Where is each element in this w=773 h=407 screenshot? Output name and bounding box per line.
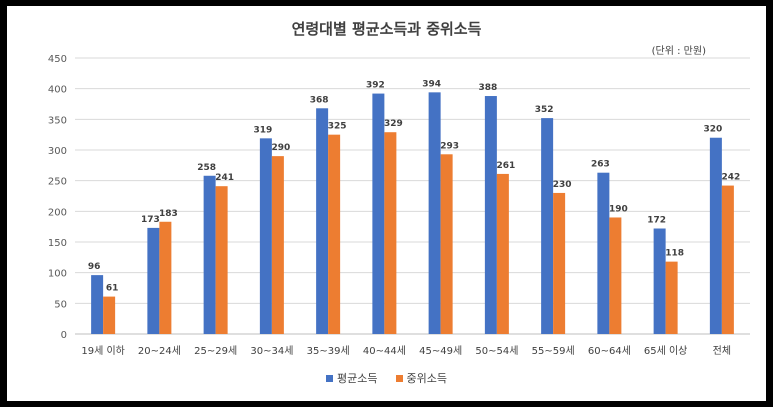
x-tick-label: 55~59세 (532, 345, 575, 357)
x-tick-label: 30~34세 (250, 345, 293, 357)
bar-median (384, 132, 397, 334)
bar-median (103, 296, 116, 334)
data-label: 394 (422, 79, 441, 89)
x-tick-label: 25~29세 (194, 345, 237, 357)
bar-mean (484, 96, 497, 334)
bar-mean (203, 175, 216, 334)
chart-legend: 평균소득 중위소득 (7, 370, 766, 386)
x-tick-label: 35~39세 (307, 345, 350, 357)
legend-swatch-mean (326, 374, 334, 382)
legend-item-median: 중위소득 (395, 370, 447, 386)
y-tick-label: 50 (54, 299, 67, 310)
x-tick-label: 40~44세 (363, 345, 406, 357)
x-tick-label: 50~54세 (475, 345, 518, 357)
y-tick-label: 200 (48, 207, 67, 218)
bar-median (553, 192, 566, 334)
bar-median (496, 173, 509, 334)
data-label: 352 (535, 105, 554, 115)
bar-median (159, 221, 172, 334)
chart-frame: 연령대별 평균소득과 중위소득 (단위 : 만원) 0 50 100 150 200 25… (7, 6, 766, 401)
x-tick-label: 65세 이상 (644, 345, 688, 357)
data-label: 190 (609, 204, 628, 214)
data-label: 172 (647, 216, 666, 226)
bar-median (271, 156, 284, 334)
chart-title: 연령대별 평균소득과 중위소득 (291, 20, 482, 38)
y-tick-label: 450 (48, 54, 67, 65)
legend-label-median: 중위소득 (406, 372, 447, 385)
data-label: 388 (478, 83, 497, 93)
data-label: 290 (271, 143, 290, 153)
bar-median (609, 217, 622, 334)
bar-mean (428, 92, 441, 334)
bar-median (215, 186, 228, 334)
y-tick-label: 350 (48, 115, 67, 126)
data-label: 230 (553, 180, 572, 190)
bar-median (665, 261, 678, 334)
bar-mean (372, 93, 385, 334)
bar-mean (147, 227, 160, 334)
y-tick-label: 150 (48, 238, 67, 249)
data-label: 263 (591, 160, 610, 170)
legend-item-mean: 평균소득 (326, 370, 378, 386)
x-tick-label: 45~49세 (419, 345, 462, 357)
data-label: 320 (703, 125, 722, 135)
legend-swatch-median (395, 374, 403, 382)
chart-plot: 0 50 100 150 200 250 300 350 400 450 96 61 19세 이하 173… (48, 54, 750, 357)
bar-mean (709, 137, 722, 334)
data-label: 261 (496, 161, 515, 171)
data-label: 173 (141, 215, 160, 225)
y-tick-label: 300 (48, 146, 67, 157)
bar-mean (259, 138, 272, 334)
bar-median (328, 134, 341, 334)
bar-mean (597, 172, 610, 334)
x-tick-label: 60~64세 (588, 345, 631, 357)
data-label: 319 (253, 125, 272, 135)
bar-mean (316, 108, 329, 334)
x-tick-label: 20~24세 (138, 345, 181, 357)
x-tick-label: 19세 이하 (81, 344, 125, 357)
data-label: 258 (197, 163, 216, 173)
bar-median (721, 185, 734, 334)
data-label: 242 (721, 173, 740, 183)
data-label: 293 (440, 141, 459, 151)
data-label: 183 (159, 209, 178, 219)
y-tick-label: 0 (61, 330, 67, 341)
data-label: 329 (384, 119, 403, 129)
data-label: 61 (106, 284, 119, 294)
unit-label: (단위 : 만원) (651, 46, 706, 57)
data-label: 96 (88, 262, 101, 272)
y-tick-label: 250 (48, 177, 67, 188)
data-label: 241 (215, 173, 234, 183)
data-label: 118 (665, 249, 684, 259)
bar-mean (653, 228, 666, 334)
data-label: 392 (366, 81, 385, 91)
data-label: 325 (328, 122, 347, 132)
bar-median (440, 154, 453, 334)
bar-mean (541, 118, 554, 335)
y-tick-label: 100 (48, 269, 67, 280)
legend-label-mean: 평균소득 (337, 372, 378, 385)
y-tick-label: 400 (48, 85, 67, 96)
data-label: 368 (310, 95, 329, 105)
bar-mean (91, 275, 104, 334)
x-tick-label: 전체 (713, 345, 731, 357)
